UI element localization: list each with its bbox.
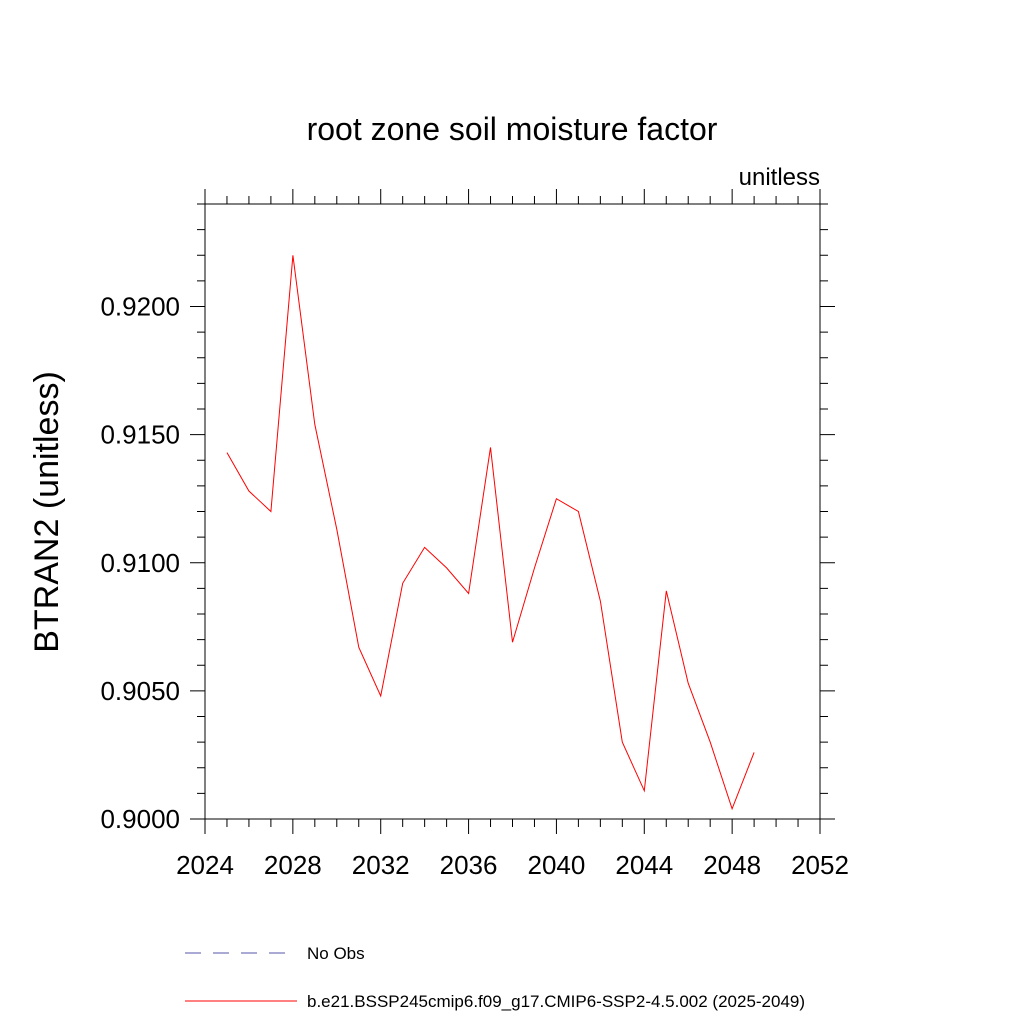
x-tick-label: 2024 [176,850,234,880]
major-ticks [190,189,835,834]
x-tick-label: 2028 [264,850,322,880]
x-tick-label: 2048 [703,850,761,880]
y-tick-label: 0.9050 [100,676,180,706]
legend: No Obs b.e21.BSSP245cmip6.f09_g17.CMIP6-… [185,944,805,1011]
x-tick-label: 2052 [791,850,849,880]
x-tick-labels: 2024 2028 2032 2036 2040 2044 2048 2052 [176,850,849,880]
y-axis-label: BTRAN2 (unitless) [28,371,66,653]
x-tick-label: 2032 [352,850,410,880]
x-tick-label: 2040 [528,850,586,880]
y-tick-label: 0.9200 [100,292,180,322]
y-tick-label: 0.9150 [100,420,180,450]
y-tick-labels: 0.9000 0.9050 0.9100 0.9150 0.9200 [100,292,180,835]
x-tick-label: 2044 [615,850,673,880]
x-tick-label: 2036 [440,850,498,880]
chart-title: root zone soil moisture factor [307,111,718,147]
minor-ticks [197,196,828,827]
legend-label-no-obs: No Obs [307,944,365,963]
units-label: unitless [739,164,820,191]
legend-label-model: b.e21.BSSP245cmip6.f09_g17.CMIP6-SSP2-4.… [307,992,805,1011]
series-line [226,255,755,811]
plot-frame [204,203,821,820]
y-tick-label: 0.9100 [100,548,180,578]
y-tick-label: 0.9000 [100,804,180,834]
